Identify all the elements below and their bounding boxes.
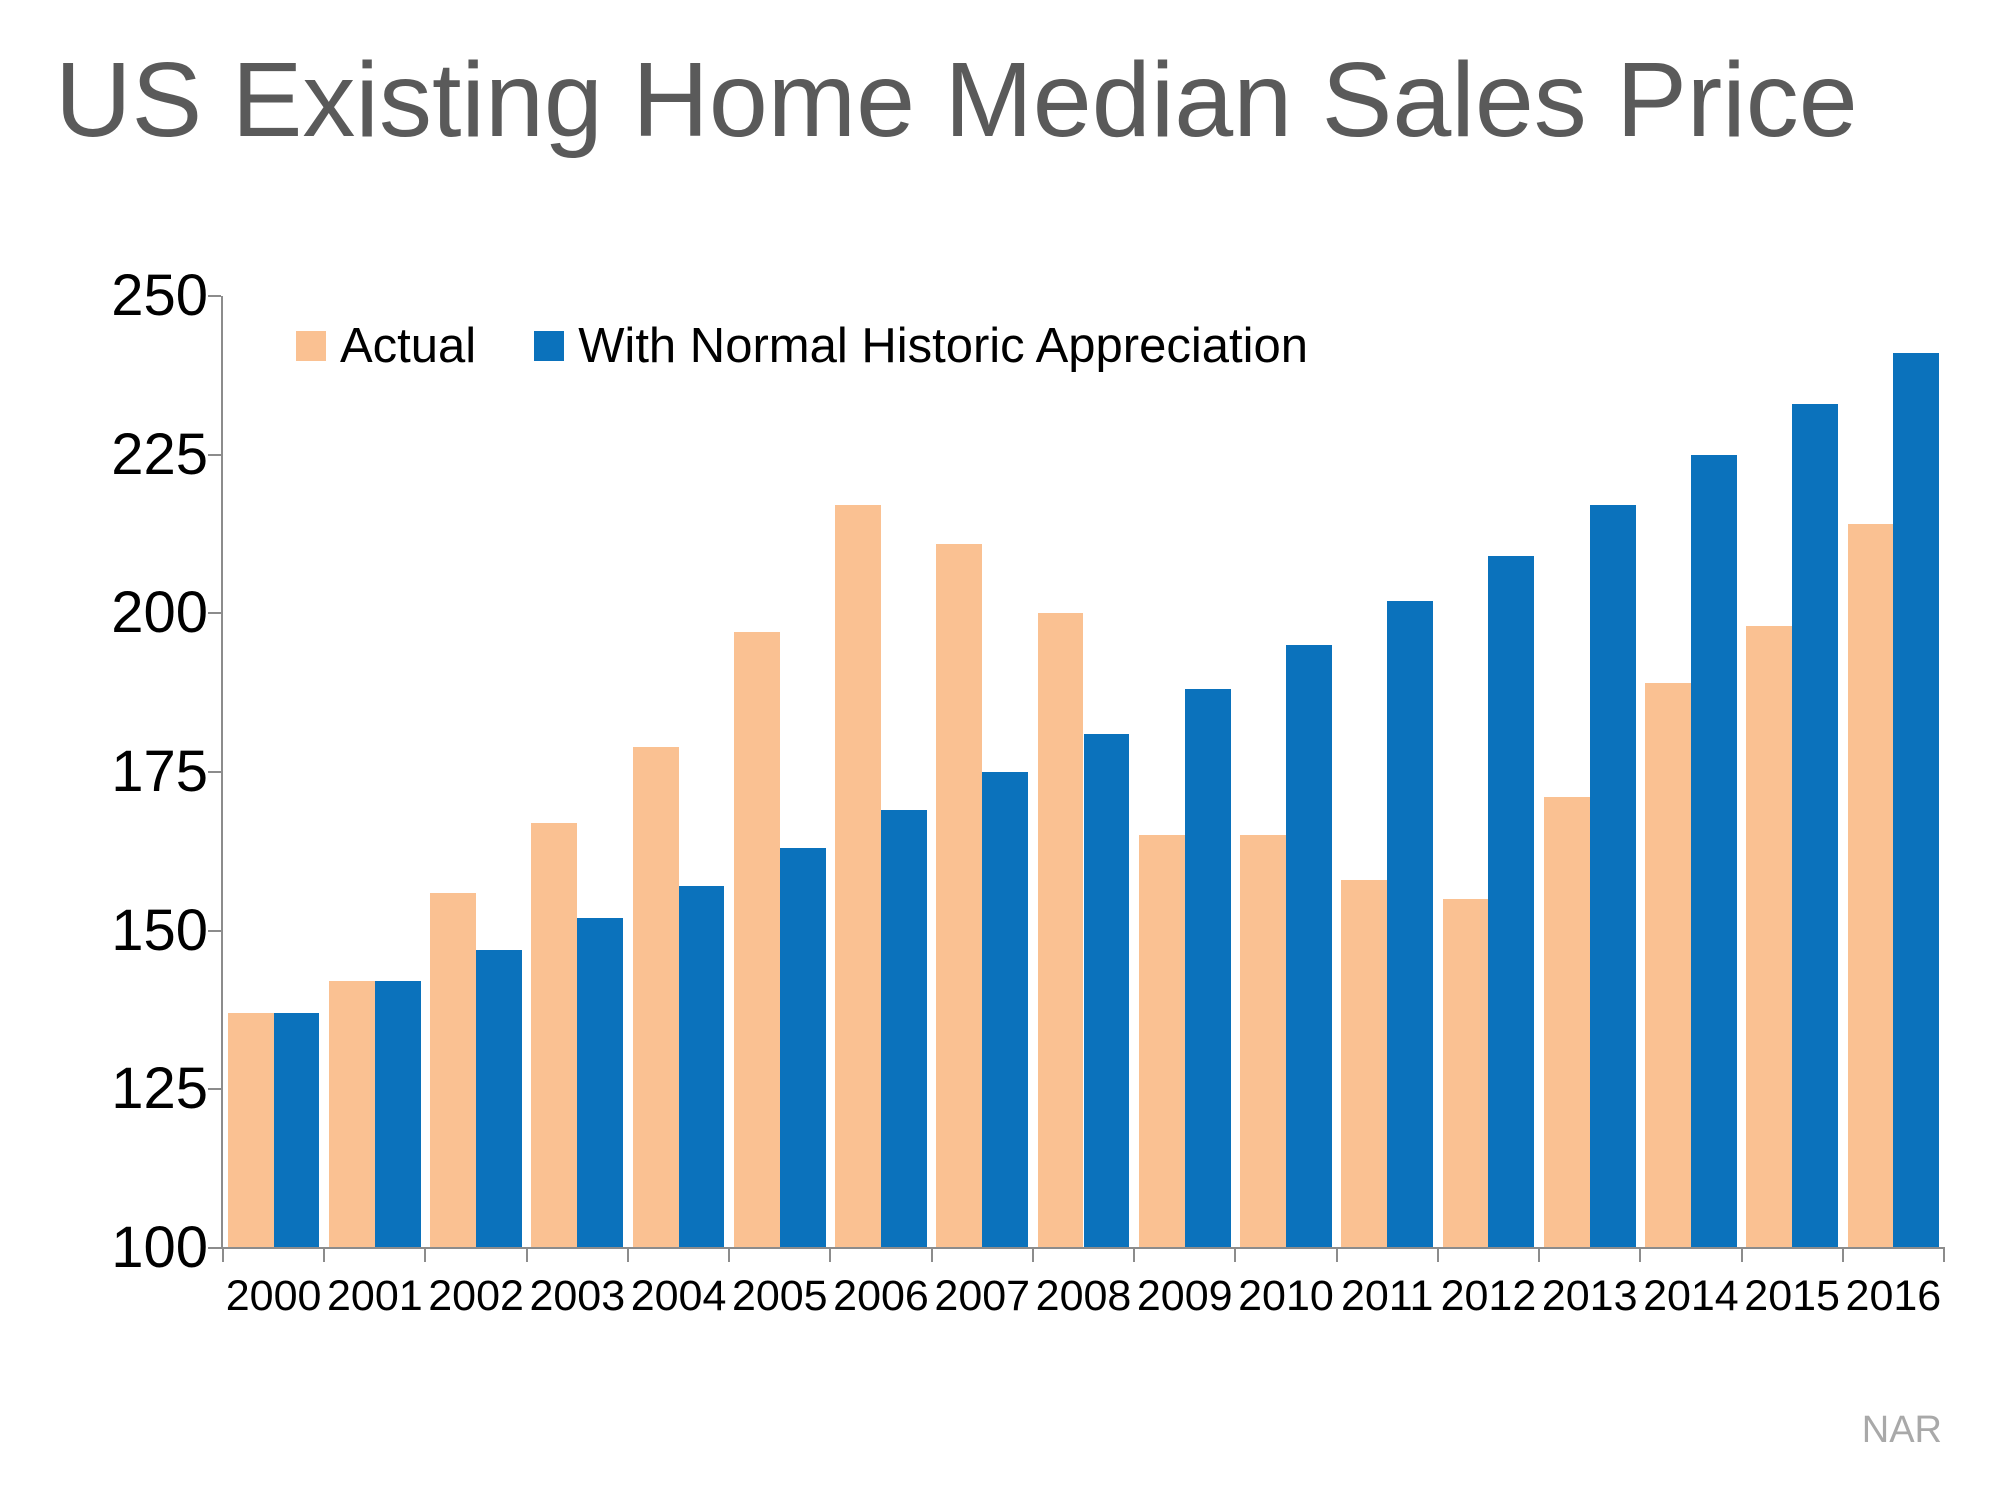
x-tick-label-2014: 2014 [1643, 1272, 1739, 1320]
y-tick-label-100: 100 [111, 1215, 208, 1280]
source-attribution: NAR [1861, 1409, 1942, 1451]
y-tick-label-225: 225 [111, 421, 208, 487]
bar-normal-2014 [1690, 454, 1737, 1248]
y-tick-label-175: 175 [111, 739, 208, 804]
y-tick-mark [208, 771, 221, 773]
bar-actual-2008 [1037, 613, 1084, 1248]
x-tick-mark [829, 1249, 832, 1262]
legend-swatch-normal [534, 331, 565, 361]
bar-normal-2011 [1387, 600, 1434, 1248]
chart-legend: Actual With Normal Historic Appreciation [296, 318, 1308, 374]
x-tick-mark [1841, 1249, 1844, 1262]
bar-actual-2013 [1543, 797, 1590, 1248]
legend-item-actual: Actual [296, 318, 476, 374]
y-tick-label-125: 125 [111, 1056, 208, 1122]
x-tick-label-2011: 2011 [1340, 1272, 1434, 1320]
bar-actual-2005 [733, 632, 780, 1248]
x-tick-label-2005: 2005 [731, 1272, 828, 1320]
x-tick-mark [1740, 1249, 1743, 1262]
bar-actual-2009 [1138, 835, 1185, 1248]
bar-actual-2007 [936, 543, 983, 1248]
y-tick-label-150: 150 [111, 897, 208, 963]
plot-area [223, 296, 1944, 1248]
y-tick-label-250: 250 [111, 263, 208, 328]
x-tick-label-2000: 2000 [225, 1272, 322, 1320]
y-tick-mark [208, 929, 221, 932]
y-tick-mark [208, 295, 221, 297]
x-tick-mark [1943, 1249, 1945, 1262]
bar-normal-2015 [1792, 403, 1838, 1248]
x-tick-mark [1335, 1249, 1338, 1262]
bar-normal-2008 [1083, 733, 1130, 1248]
page-title: US Existing Home Median Sales Price [55, 41, 1858, 159]
x-tick-label-2007: 2007 [934, 1272, 1031, 1320]
bar-normal-2012 [1488, 556, 1535, 1248]
x-tick-label-2002: 2002 [428, 1272, 524, 1320]
x-tick-mark [1031, 1249, 1034, 1262]
x-tick-label-2010: 2010 [1238, 1272, 1334, 1320]
bar-actual-2016 [1847, 524, 1894, 1248]
x-tick-mark [1436, 1249, 1439, 1262]
x-tick-mark [424, 1249, 427, 1262]
x-tick-mark [626, 1249, 629, 1262]
y-axis-line [221, 296, 223, 1248]
x-tick-label-2001: 2001 [327, 1272, 423, 1320]
y-tick-mark [208, 1088, 221, 1091]
x-tick-mark [1538, 1249, 1541, 1262]
x-tick-label-2015: 2015 [1744, 1272, 1840, 1320]
x-tick-mark [728, 1249, 731, 1262]
bar-actual-2002 [430, 892, 477, 1248]
bar-actual-2003 [531, 822, 578, 1248]
bar-normal-2009 [1184, 689, 1231, 1248]
bar-normal-2006 [881, 810, 927, 1248]
x-tick-label-2003: 2003 [529, 1272, 626, 1320]
bar-normal-2003 [577, 917, 624, 1248]
x-tick-label-2008: 2008 [1035, 1272, 1132, 1320]
bar-actual-2010 [1240, 835, 1286, 1248]
bar-normal-2010 [1285, 645, 1332, 1248]
bar-normal-2000 [273, 1013, 320, 1248]
bar-actual-2004 [632, 746, 679, 1248]
bar-actual-2001 [328, 981, 375, 1248]
x-tick-mark [525, 1249, 528, 1262]
bar-normal-2013 [1589, 505, 1636, 1248]
bar-actual-2014 [1645, 683, 1691, 1248]
bar-normal-2001 [374, 981, 421, 1248]
x-tick-mark [1639, 1249, 1642, 1262]
bar-actual-2015 [1746, 626, 1793, 1248]
bar-actual-2011 [1341, 879, 1388, 1248]
legend-label-actual: Actual [340, 319, 477, 373]
bar-normal-2016 [1893, 353, 1940, 1248]
legend-label-normal: With Normal Historic Appreciation [578, 319, 1308, 373]
bar-actual-2000 [227, 1013, 274, 1248]
legend-item-normal: With Normal Historic Appreciation [534, 318, 1308, 374]
bar-normal-2005 [779, 848, 826, 1248]
y-tick-mark [208, 1247, 221, 1249]
x-tick-mark [222, 1249, 224, 1262]
x-tick-label-2009: 2009 [1136, 1272, 1233, 1320]
x-tick-label-2006: 2006 [833, 1272, 929, 1320]
x-tick-mark [1133, 1249, 1136, 1262]
x-tick-mark [930, 1249, 933, 1262]
x-axis-line [221, 1247, 1945, 1249]
bar-actual-2006 [835, 505, 882, 1248]
x-tick-label-2004: 2004 [630, 1272, 727, 1320]
bar-normal-2004 [678, 886, 725, 1248]
bar-normal-2007 [982, 772, 1029, 1248]
x-tick-label-2013: 2013 [1541, 1272, 1638, 1320]
y-tick-mark [208, 612, 221, 615]
bar-normal-2002 [476, 949, 522, 1248]
y-tick-mark [208, 453, 221, 456]
bar-actual-2012 [1442, 898, 1489, 1248]
x-tick-label-2012: 2012 [1440, 1272, 1537, 1320]
y-tick-label-200: 200 [111, 580, 208, 646]
x-tick-mark [323, 1249, 326, 1262]
legend-swatch-actual [296, 331, 326, 361]
x-tick-mark [1234, 1249, 1237, 1262]
x-tick-label-2016: 2016 [1845, 1272, 1942, 1320]
